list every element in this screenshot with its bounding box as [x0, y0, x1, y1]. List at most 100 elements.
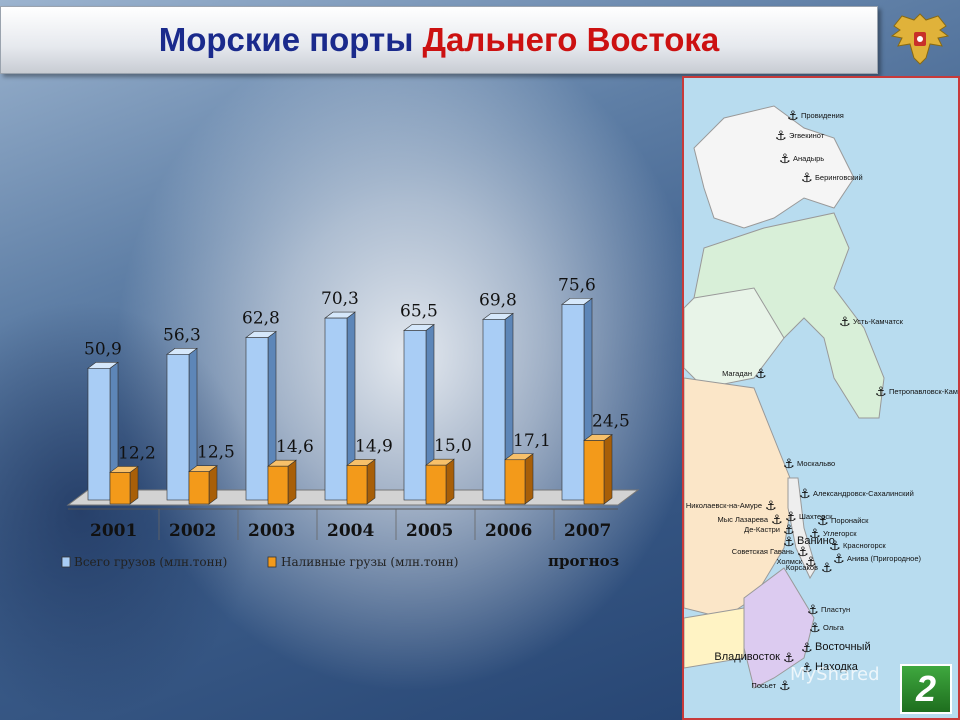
bars-group: 50,9 12,2 56,3 12,5 62,8 14,6 70,3 14,9 65,5 15,0… — [84, 275, 630, 505]
bar-liquid-2006 — [504, 453, 534, 505]
bar-front — [583, 440, 605, 505]
anchor-icon: ⚓ — [801, 641, 813, 656]
bar-front — [403, 330, 427, 501]
anchor-icon: ⚓ — [807, 603, 819, 618]
port-label: Анадырь — [793, 154, 824, 163]
chart: 50,9 12,2 56,3 12,5 62,8 14,6 70,3 14,9 65,5 15,0… — [61, 275, 640, 570]
tick-label-2001: 2001 — [90, 521, 137, 541]
data-label-liquid-2006: 17,1 — [513, 431, 551, 451]
data-label-liquid-2005: 15,0 — [434, 436, 472, 456]
port-label: Красногорск — [843, 541, 886, 550]
anchor-icon: ⚓ — [805, 555, 817, 570]
data-label-total-2001: 50,9 — [84, 339, 122, 359]
port-label: Ванино — [797, 535, 835, 547]
anchor-icon: ⚓ — [875, 385, 887, 400]
port-label: Восточный — [815, 641, 871, 653]
double-headed-eagle-emblem-icon — [890, 13, 950, 65]
port-label: Советская Гавань — [732, 547, 794, 556]
anchor-icon: ⚓ — [801, 171, 813, 186]
bar-front — [561, 304, 585, 501]
bar-total-2004 — [324, 311, 356, 501]
anchor-icon: ⚓ — [775, 129, 787, 144]
port-label: Корсаков — [786, 563, 818, 572]
port-label: Посьет — [751, 681, 776, 690]
region-inland — [684, 607, 745, 669]
bar-front — [87, 367, 111, 501]
anchor-icon: ⚓ — [821, 561, 833, 576]
data-label-liquid-2004: 14,9 — [355, 436, 393, 456]
port-label: Магадан — [722, 369, 752, 378]
port-label: Эгвекинот — [789, 131, 825, 140]
data-label-liquid-2003: 14,6 — [276, 437, 314, 457]
bar-total-2006 — [482, 312, 514, 501]
anchor-icon: ⚓ — [783, 535, 795, 550]
port-label: Поронайск — [831, 516, 869, 525]
anchor-icon: ⚓ — [809, 621, 821, 636]
data-label-liquid-2007: 24,5 — [592, 412, 630, 432]
anchor-icon: ⚓ — [829, 539, 841, 554]
port-label: Анива (Пригородное) — [847, 554, 922, 563]
port-label: Владивосток — [714, 651, 780, 663]
category-note: прогноз — [548, 552, 619, 570]
tick-label-2004: 2004 — [327, 521, 374, 541]
bar-side — [445, 458, 455, 505]
legend-label-liquid: Наливные грузы (млн.тонн) — [281, 555, 458, 569]
anchor-icon: ⚓ — [765, 499, 777, 514]
map-panel: ⚓ Провидения ⚓ Эгвекинот ⚓ Анадырь ⚓ Беринговск… — [682, 76, 960, 720]
bar-front — [188, 471, 210, 505]
bar-liquid-2004 — [346, 458, 376, 505]
tick-label-2003: 2003 — [248, 521, 295, 541]
bar-liquid-2003 — [267, 459, 297, 505]
port-label: Шахтерск — [799, 512, 833, 521]
port-label: Углегорск — [823, 529, 857, 538]
port-label: Беринговский — [815, 173, 863, 182]
data-label-liquid-2001: 12,2 — [118, 443, 156, 463]
anchor-icon: ⚓ — [779, 152, 791, 167]
bar-front — [425, 464, 447, 505]
tick-label-2005: 2005 — [406, 521, 453, 541]
bar-front — [324, 317, 348, 501]
bar-liquid-2002 — [188, 465, 218, 505]
far-east-map: ⚓ Провидения⚓ Эгвекинот⚓ Анадырь⚓ Беринговск… — [684, 78, 958, 718]
data-label-liquid-2002: 12,5 — [197, 443, 235, 463]
legend-swatch-liquid — [267, 556, 277, 568]
data-label-total-2007: 75,6 — [558, 275, 596, 295]
port-label: Александровск-Сахалинский — [813, 489, 914, 498]
anchor-icon: ⚓ — [809, 527, 821, 542]
bar-side — [287, 459, 297, 505]
bar-liquid-2005 — [425, 458, 455, 505]
title-part-2: Дальнего Востока — [422, 21, 720, 58]
anchor-icon: ⚓ — [785, 510, 797, 525]
port-label: Пластун — [821, 605, 850, 614]
anchor-icon: ⚓ — [833, 552, 845, 567]
bar-front — [166, 354, 190, 501]
bar-side — [603, 434, 613, 505]
port-label: Мыс Лазарева — [717, 515, 768, 524]
bar-front — [267, 465, 289, 505]
legend: Всего грузов (млн.тонн) Наливные грузы (… — [61, 555, 458, 569]
data-label-total-2006: 69,8 — [479, 290, 517, 310]
bar-liquid-2007 — [583, 434, 613, 505]
bar-front — [504, 459, 526, 505]
ports-group: ⚓ Провидения⚓ Эгвекинот⚓ Анадырь⚓ Беринговск… — [686, 109, 958, 694]
anchor-icon: ⚓ — [783, 651, 795, 666]
anchor-icon: ⚓ — [797, 545, 809, 560]
bar-side — [524, 453, 534, 505]
region-primorye — [743, 567, 815, 689]
data-label-total-2004: 70,3 — [321, 289, 359, 309]
anchor-icon: ⚓ — [783, 457, 795, 472]
bar-total-2003 — [245, 330, 277, 501]
bar-front — [346, 465, 368, 505]
title-part-1: Морские порты — [158, 21, 414, 58]
title-bar: Морские порты Дальнего Востока — [0, 6, 878, 74]
tick-label-2006: 2006 — [485, 521, 532, 541]
bar-side — [129, 465, 139, 505]
anchor-icon: ⚓ — [839, 315, 851, 330]
region-khabarovsk — [684, 377, 795, 619]
anchor-icon: ⚓ — [783, 523, 795, 538]
anchor-icon: ⚓ — [817, 514, 829, 529]
bar-side — [208, 465, 218, 505]
slide-number: 2 — [900, 664, 952, 714]
port-label: Петропавловск-Камчатский — [889, 387, 958, 396]
anchor-icon: ⚓ — [779, 679, 791, 694]
